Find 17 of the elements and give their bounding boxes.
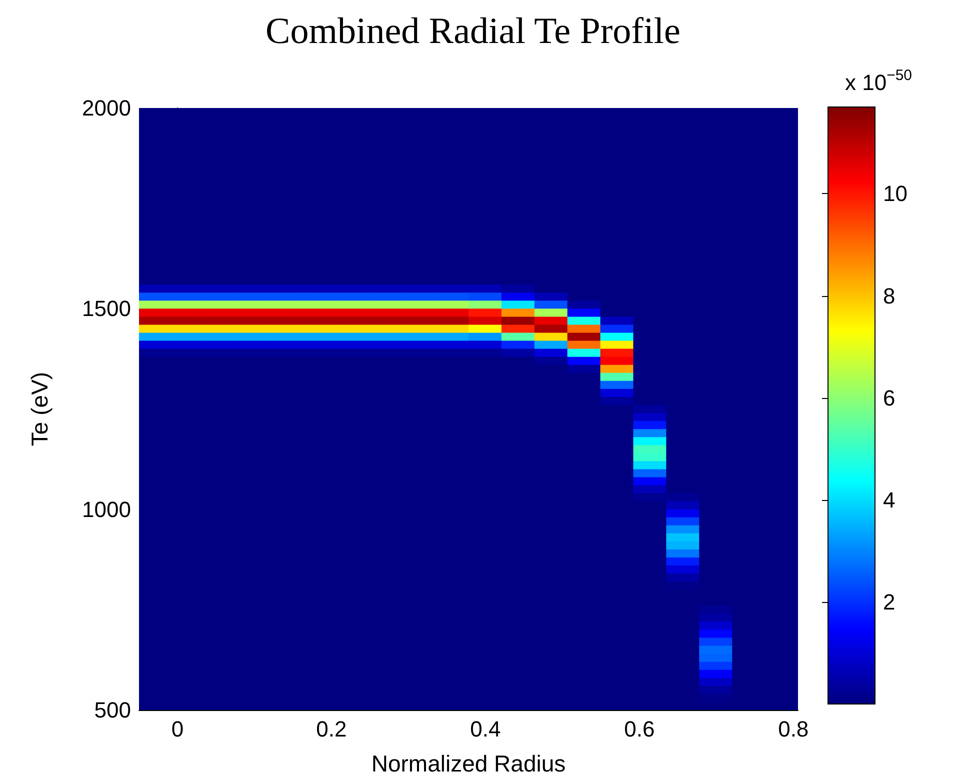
x-tick-label: 0.8 xyxy=(778,716,809,742)
y-tick-label: 1000 xyxy=(82,496,131,522)
color-bar-label: 8 xyxy=(883,283,896,308)
x-tick-label: 0 xyxy=(171,716,184,742)
color-bar-label: 4 xyxy=(883,487,896,512)
color-bar-label: 10 xyxy=(883,181,908,206)
y-axis-title: Te (eV) xyxy=(26,372,52,446)
color-bar-label: 6 xyxy=(883,385,896,410)
x-tick-label: 0.6 xyxy=(624,716,655,742)
x-tick-label: 0.4 xyxy=(470,716,501,742)
y-tick-label: 500 xyxy=(94,698,131,722)
y-tick-label: 1500 xyxy=(82,296,131,322)
y-tick-label: 2000 xyxy=(82,96,131,120)
x-tick-label: 0.2 xyxy=(316,716,347,742)
x-axis-title: Normalized Radius xyxy=(371,750,566,776)
chart-title: Combined Radial Te Profile xyxy=(266,11,680,52)
color-bar-label: 2 xyxy=(883,589,896,614)
